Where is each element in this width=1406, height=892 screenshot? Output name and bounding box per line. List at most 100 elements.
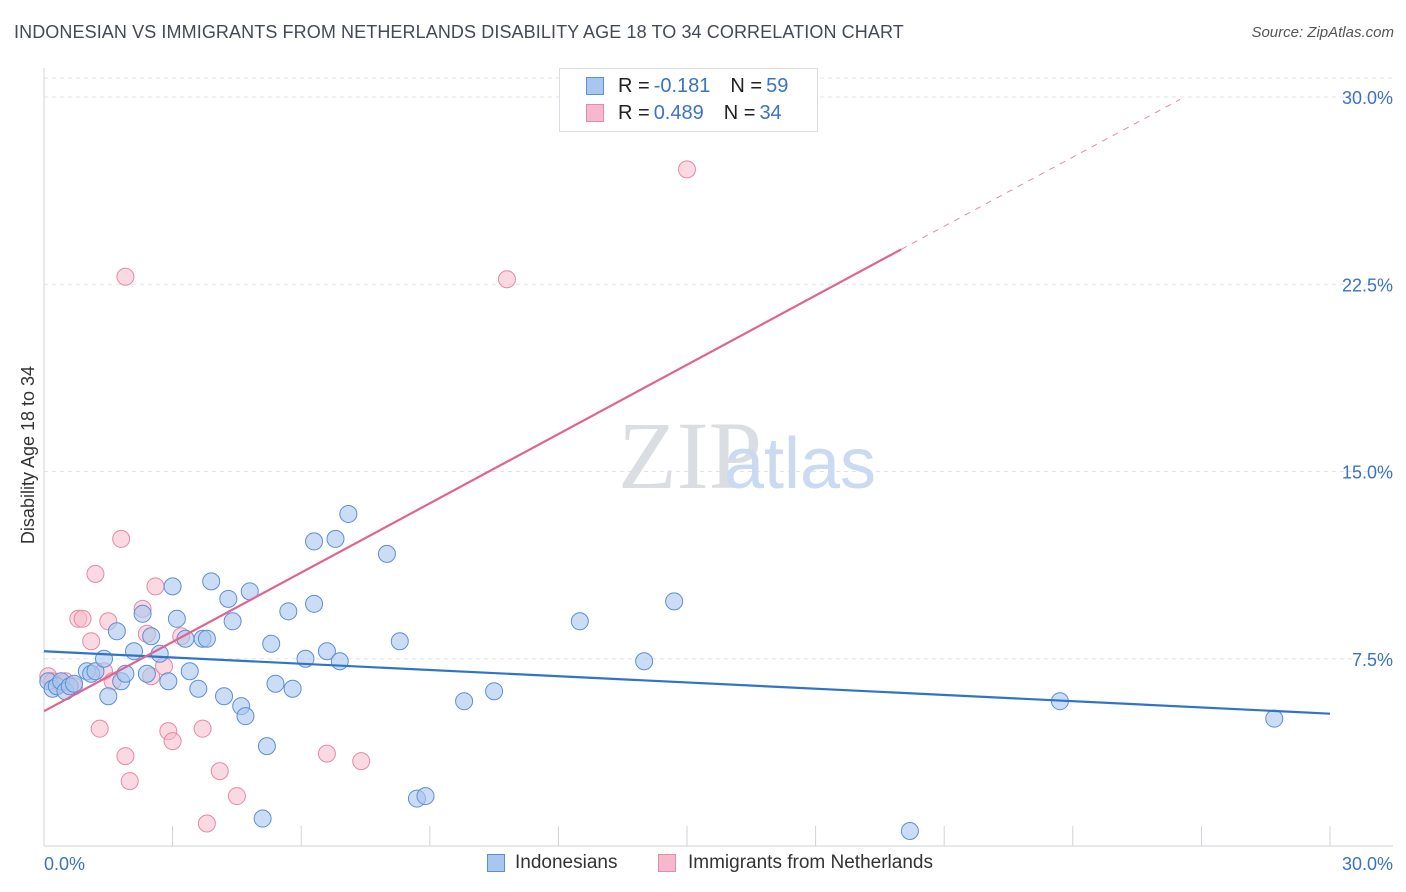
legend-n-label: N = (730, 74, 763, 97)
y-axis-label: Disability Age 18 to 34 (18, 366, 38, 544)
data-point-indonesians (305, 532, 324, 551)
data-point-indonesians (416, 787, 435, 806)
trend-lines (43, 99, 1331, 715)
data-point-indonesians (665, 592, 684, 611)
data-point-indonesians (219, 589, 238, 608)
legend-swatch-blue (586, 77, 604, 95)
data-point-indonesians (283, 679, 302, 698)
y-tick-label: 30.0% (1342, 88, 1393, 108)
legend-r-value: -0.181 (653, 74, 711, 97)
data-point-indonesians (107, 622, 126, 641)
data-point-netherlands (317, 744, 336, 763)
data-point-indonesians (137, 664, 156, 683)
data-point-indonesians (253, 809, 272, 828)
data-point-indonesians (266, 674, 285, 693)
series-legend: Indonesians Immigrants from Netherlands (0, 850, 1406, 878)
legend-label-indonesians: Indonesians (515, 852, 618, 873)
series-indonesians (39, 504, 1284, 841)
data-point-indonesians (159, 672, 178, 691)
data-point-indonesians (65, 674, 84, 693)
axes (43, 68, 1393, 847)
trend-line-netherlands (43, 248, 902, 713)
legend-swatch-blue (487, 854, 505, 872)
legend-item-immigrants-netherlands: Immigrants from Netherlands (658, 852, 933, 874)
data-point-indonesians (279, 602, 298, 621)
data-point-indonesians (142, 627, 161, 646)
data-point-indonesians (390, 632, 409, 651)
data-point-indonesians (900, 822, 919, 841)
legend-row-immigrants-netherlands: R = 0.489 N = 34 (586, 100, 782, 126)
data-point-indonesians (197, 629, 216, 648)
data-point-netherlands (73, 609, 92, 628)
legend-row-indonesians: R = -0.181 N = 59 (586, 73, 788, 99)
chart-title: INDONESIAN VS IMMIGRANTS FROM NETHERLAND… (14, 22, 904, 42)
data-point-indonesians (339, 504, 358, 523)
data-point-netherlands (116, 267, 135, 286)
data-point-netherlands (90, 719, 109, 738)
data-point-netherlands (112, 529, 131, 548)
data-point-indonesians (189, 679, 208, 698)
legend-r-label: R = (618, 74, 650, 97)
x-tick-label-min: 0.0% (44, 854, 85, 874)
data-point-indonesians (1265, 709, 1284, 728)
series-immigrants-netherlands (39, 160, 696, 833)
y-tick-label: 7.5% (1352, 650, 1393, 670)
trend-line-netherlands-extension (901, 99, 1181, 250)
data-point-netherlands (497, 270, 516, 289)
y-tick-labels: 7.5% 15.0% 22.5% 30.0% (1342, 88, 1393, 670)
data-point-netherlands (210, 762, 229, 781)
data-point-indonesians (305, 594, 324, 613)
grid (44, 77, 1393, 660)
trend-line-indonesians (43, 650, 1331, 715)
legend-n-label: N = (723, 101, 756, 124)
data-point-netherlands (116, 747, 135, 766)
data-point-indonesians (133, 604, 152, 623)
legend-n-value: 59 (766, 74, 789, 97)
data-point-netherlands (193, 719, 212, 738)
data-point-indonesians (167, 609, 186, 628)
data-point-indonesians (125, 642, 144, 661)
data-point-indonesians (180, 662, 199, 681)
data-point-indonesians (257, 737, 276, 756)
data-point-indonesians (326, 529, 345, 548)
data-point-indonesians (86, 662, 105, 681)
data-point-indonesians (485, 682, 504, 701)
data-point-netherlands (197, 814, 216, 833)
legend-label-immigrants-netherlands: Immigrants from Netherlands (688, 852, 933, 873)
data-point-indonesians (215, 687, 234, 706)
data-point-indonesians (635, 652, 654, 671)
data-point-indonesians (202, 572, 221, 591)
data-point-indonesians (570, 612, 589, 631)
data-point-indonesians (99, 687, 118, 706)
data-point-indonesians (236, 707, 255, 726)
legend-swatch-pink (586, 104, 604, 122)
legend-r-value: 0.489 (653, 101, 704, 124)
source-label: Source: ZipAtlas.com (1251, 24, 1394, 41)
data-point-indonesians (262, 634, 281, 653)
correlation-legend: R = -0.181 N = 59 R = 0.489 N = 34 (559, 68, 818, 132)
y-tick-label: 22.5% (1342, 275, 1393, 295)
data-point-indonesians (317, 642, 336, 661)
data-point-indonesians (163, 577, 182, 596)
x-tick-label-max: 30.0% (1342, 854, 1393, 874)
data-point-indonesians (455, 692, 474, 711)
legend-n-value: 34 (759, 101, 782, 124)
data-point-indonesians (223, 612, 242, 631)
data-point-netherlands (82, 632, 101, 651)
data-point-netherlands (120, 772, 139, 791)
watermark: ZIP atlas (618, 402, 876, 509)
data-point-netherlands (146, 577, 165, 596)
data-point-netherlands (678, 160, 696, 179)
data-point-netherlands (352, 752, 371, 771)
data-point-netherlands (227, 787, 246, 806)
data-point-netherlands (86, 564, 105, 583)
y-tick-label: 15.0% (1342, 463, 1393, 483)
data-point-indonesians (377, 544, 396, 563)
data-point-netherlands (163, 732, 182, 751)
legend-item-indonesians: Indonesians (487, 852, 617, 874)
watermark-atlas: atlas (724, 424, 876, 504)
watermark-zip: ZIP (618, 402, 762, 509)
data-point-indonesians (330, 652, 349, 671)
legend-swatch-pink (658, 854, 676, 872)
